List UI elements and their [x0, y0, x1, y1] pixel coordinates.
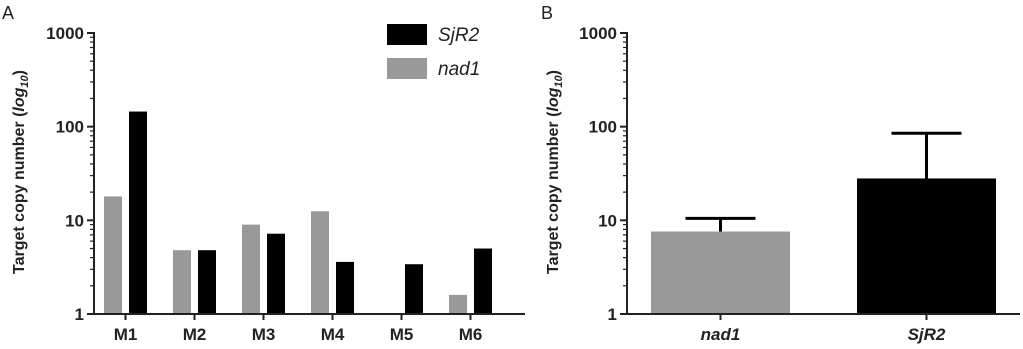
panel-a-x-labels: M1 M2 M3 M4 M5 M6 [114, 314, 483, 344]
panel-b-x-labels: nad1 SjR2 [701, 314, 946, 344]
b-y-tick-label: 100 [589, 118, 617, 137]
panel-a-axes [93, 32, 525, 315]
b-y-tick-label: 1 [608, 305, 617, 324]
a-y-tick-label: 10 [65, 211, 84, 230]
legend-label-sjr2: SjR2 [438, 25, 480, 46]
a-x-tick-label: M3 [252, 325, 276, 344]
bar-sjr2-m1 [129, 111, 147, 314]
bar-sjr2-m3 [267, 233, 285, 314]
bar-nad1-m4 [311, 211, 329, 314]
panel-a-legend: SjR2 nad1 [387, 24, 480, 80]
b-y-tick-label: 10 [598, 211, 617, 230]
a-x-tick-label: M2 [183, 325, 207, 344]
panel-a-bars [104, 111, 492, 314]
bar-sjr2 [857, 178, 996, 314]
panel-b: B 1 10 100 1000 nad1 SjR2 Target copy number… [541, 3, 1020, 344]
panel-b-axes [626, 32, 1020, 315]
panel-a: A 1 10 100 1000 M1 M2 M3 M4 M5 M6 Target copy nu… [2, 3, 525, 344]
a-y-tick-label: 1000 [46, 24, 84, 43]
a-x-tick-label: M5 [390, 325, 414, 344]
legend-label-nad1: nad1 [438, 59, 480, 80]
bar-sjr2-m6 [474, 248, 492, 314]
panel-a-y-axis-title: Target copy number (log10) [11, 70, 31, 274]
a-x-tick-label: M6 [459, 325, 483, 344]
b-x-tick-label: SjR2 [908, 325, 946, 344]
bar-sjr2-m2 [198, 250, 216, 314]
b-x-tick-label: nad1 [701, 325, 741, 344]
a-x-tick-label: M1 [114, 325, 138, 344]
bar-nad1-m2 [173, 250, 191, 314]
a-y-tick-label: 1 [75, 305, 84, 324]
bar-sjr2-m5 [405, 264, 423, 314]
panel-a-y-ticks: 1 10 100 1000 [46, 24, 94, 324]
bar-nad1-m1 [104, 196, 122, 314]
a-y-tick-label: 100 [56, 118, 84, 137]
panel-a-letter: A [2, 3, 14, 23]
panel-b-y-ticks: 1 10 100 1000 [579, 24, 627, 324]
bar-nad1 [651, 231, 790, 314]
bar-nad1-m6 [449, 294, 467, 314]
b-y-tick-label: 1000 [579, 24, 617, 43]
a-x-tick-label: M4 [321, 325, 345, 344]
legend-swatch-sjr2 [387, 24, 427, 45]
bar-nad1-m3 [242, 224, 260, 314]
panel-b-y-axis-title: Target copy number (log10) [545, 70, 565, 274]
panel-b-letter: B [541, 3, 553, 23]
bar-sjr2-m4 [336, 261, 354, 314]
panel-b-bars [651, 131, 996, 314]
legend-swatch-nad1 [387, 58, 427, 79]
